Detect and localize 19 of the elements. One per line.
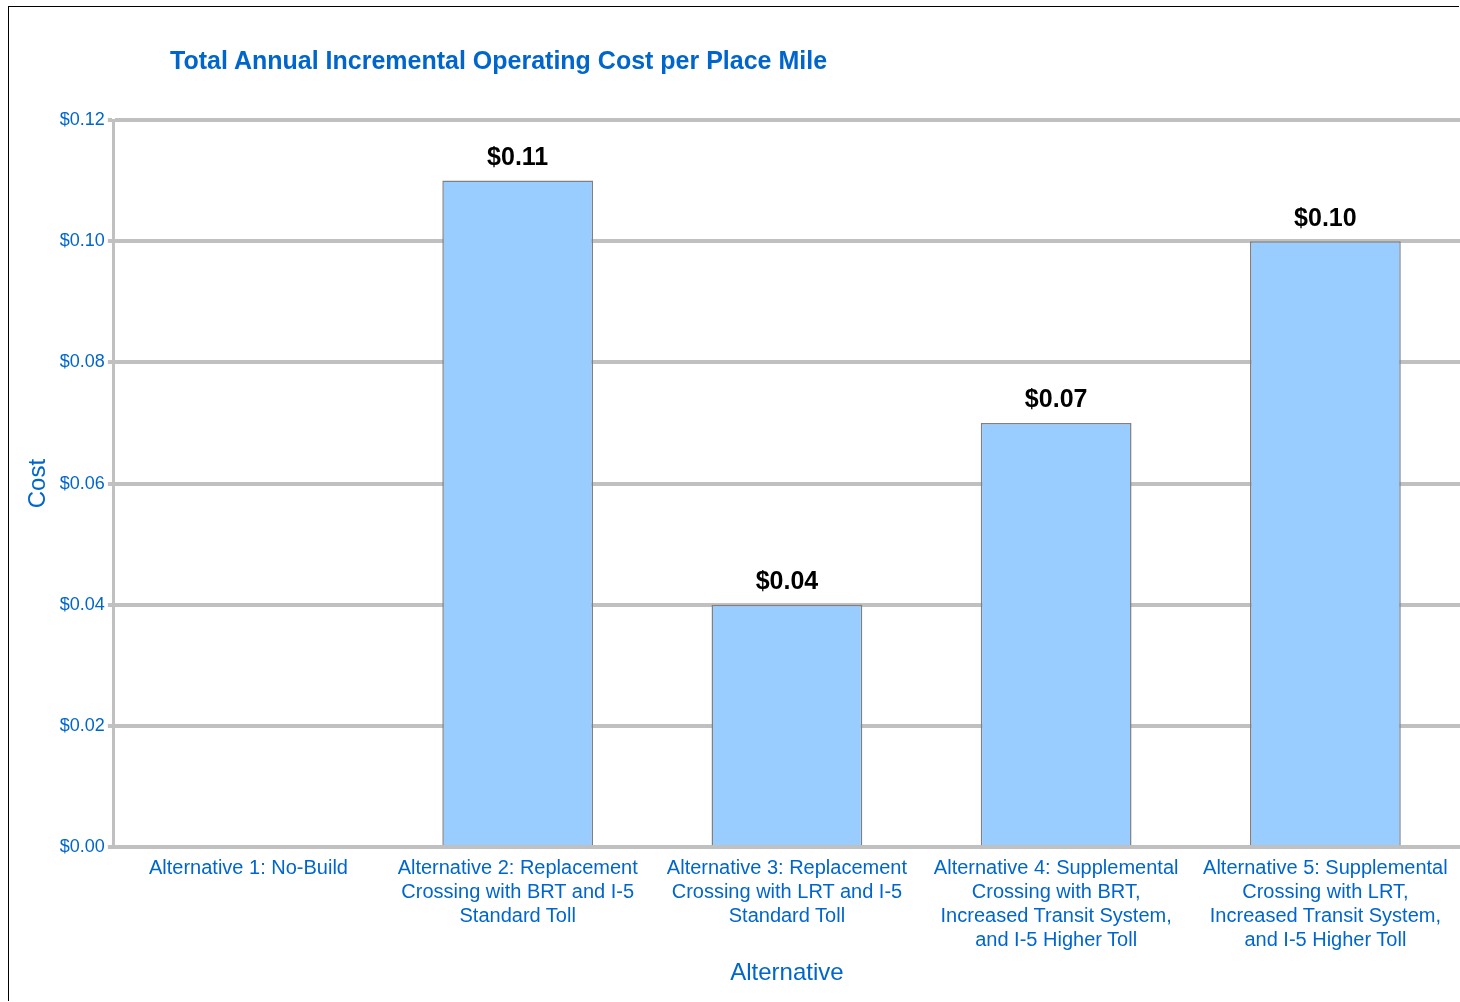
y-tick-label: $0.08 [59,351,105,372]
x-tick-label: Alternative 1: No-Build [148,855,348,878]
data-label: $0.11 [487,141,549,170]
data-label: $0.10 [1294,202,1357,231]
y-tick-label: $0.10 [59,230,105,251]
y-axis-title: Cost [23,458,51,509]
x-axis-title: Alternative [730,958,844,986]
y-tick-label: $0.12 [59,108,105,129]
x-tick-label: Alternative 2: Replacement Crossing with BRT and I-5 Standard Toll [397,855,639,926]
data-label: $0.07 [1024,384,1088,413]
y-tick-label: $0.04 [59,593,105,614]
y-tick-label: $0.00 [59,836,105,857]
x-tick-label: Alternative 3: Replacement Crossing with LRT and I-5 Standard Toll [666,855,908,926]
x-tick-label: Alternative 5: Supplemental Crossing with LRT, Increased Transit System, and I-5 Higher Toll [1203,855,1448,950]
x-tick-label: Alternative 4: Supplemental Crossing with BRT, Increased Transit System, and I-5 Higher Toll [933,855,1179,950]
y-tick-label: $0.06 [59,472,105,493]
data-label: $0.04 [755,566,819,595]
y-tick-label: $0.02 [59,714,105,735]
chart-title: Total Annual Incremental Operating Cost per Place Mile [170,46,828,75]
